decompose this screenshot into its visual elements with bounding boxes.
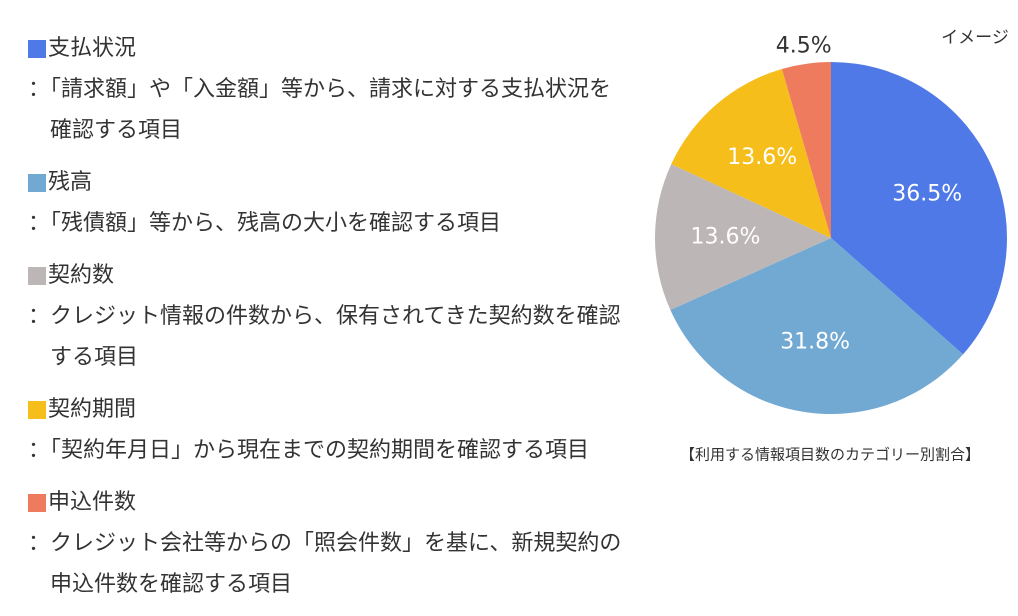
legend-swatch xyxy=(28,173,46,192)
legend-description: ：クレジット情報の件数から、保有されてきた契約数を確認する項目 xyxy=(28,304,621,370)
legend-entry: 残高 ：「残債額」等から、残高の大小を確認する項目 xyxy=(28,162,628,244)
legend-name: 残高 xyxy=(48,170,93,195)
annotation: イメージ xyxy=(941,28,1009,48)
legend-name-row: 申込件数 xyxy=(28,482,628,523)
legend-swatch xyxy=(28,400,46,419)
legend-description: ：「請求額」や「入金額」等から、請求に対する支払状況を確認する項目 xyxy=(28,77,612,143)
slice-label: 13.6% xyxy=(727,145,797,170)
legend-entry: 契約数 ：クレジット情報の件数から、保有されてきた契約数を確認する項目 xyxy=(28,255,628,378)
legend-swatch xyxy=(28,266,46,285)
pie-slice xyxy=(670,238,964,415)
legend-name: 契約数 xyxy=(48,263,115,288)
slice-label: 36.5% xyxy=(892,182,962,207)
legend-description: ：「契約年月日」から現在までの契約期間を確認する項目 xyxy=(28,438,590,463)
legend-name: 申込件数 xyxy=(48,490,137,515)
legend-entry: 契約期間 ：「契約年月日」から現在までの契約期間を確認する項目 xyxy=(28,389,628,471)
legend: 支払状況 ：「請求額」や「入金額」等から、請求に対する支払状況を確認する項目残高 ：… xyxy=(28,28,628,616)
legend-description: ：クレジット会社等からの「照会件数」を基に、新規契約の申込件数を確認する項目 xyxy=(28,531,622,597)
legend-name: 支払状況 xyxy=(48,36,137,61)
legend-name-row: 残高 xyxy=(28,162,628,203)
slice-label: 4.5% xyxy=(776,33,832,58)
slice-label: 31.8% xyxy=(780,329,850,354)
legend-name: 契約期間 xyxy=(48,397,137,422)
legend-description: ：「残債額」等から、残高の大小を確認する項目 xyxy=(28,211,502,236)
caption: 【利用する情報項目数のカテゴリー別割合】 xyxy=(680,446,980,464)
legend-swatch xyxy=(28,39,46,58)
legend-name-row: 契約数 xyxy=(28,255,628,296)
pie-slice xyxy=(831,62,1007,355)
legend-entry: 申込件数 ：クレジット会社等からの「照会件数」を基に、新規契約の申込件数を確認する… xyxy=(28,482,628,605)
legend-name-row: 支払状況 xyxy=(28,28,628,69)
legend-swatch xyxy=(28,493,46,512)
slice-label: 13.6% xyxy=(690,224,760,249)
pie-slice xyxy=(671,68,831,238)
pie-slice xyxy=(781,62,831,238)
legend-name-row: 契約期間 xyxy=(28,389,628,430)
pie-slice xyxy=(655,164,831,310)
legend-entry: 支払状況 ：「請求額」や「入金額」等から、請求に対する支払状況を確認する項目 xyxy=(28,28,628,151)
